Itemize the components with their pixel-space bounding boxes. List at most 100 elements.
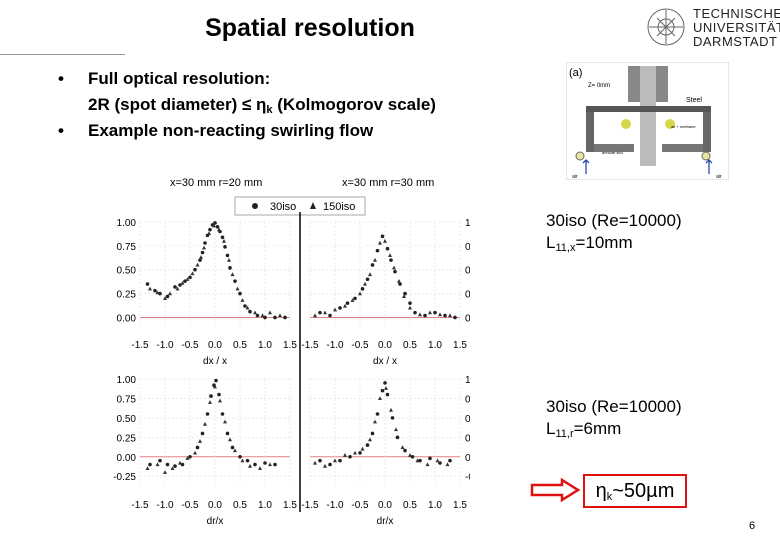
data-point-30iso: [158, 458, 162, 463]
x-tick-label: -1.5: [301, 500, 319, 511]
legend-label: 150iso: [323, 201, 355, 213]
x-tick-label: -1.0: [156, 500, 174, 511]
y-tick-label: 0.25: [117, 433, 137, 444]
data-point-150iso: [203, 421, 207, 426]
data-point-150iso: [217, 227, 221, 232]
data-point-30iso: [358, 451, 362, 455]
data-point-30iso: [165, 294, 170, 299]
data-point-150iso: [350, 298, 355, 302]
y-tick-label: 0.75: [117, 394, 137, 405]
data-point-30iso: [180, 462, 185, 467]
data-point-150iso: [185, 277, 190, 281]
y-tick-label: 0.50: [465, 414, 470, 425]
data-point-30iso: [328, 313, 332, 318]
data-point-30iso: [195, 445, 200, 450]
data-point-30iso: [453, 315, 457, 320]
data-point-150iso: [193, 450, 197, 455]
data-point-30iso: [393, 269, 397, 274]
bullet-icon: •: [58, 69, 64, 88]
data-point-150iso: [323, 463, 327, 468]
y-tick-label: 0.50: [117, 414, 137, 425]
x-tick-label: 1.5: [283, 500, 297, 511]
data-point-150iso: [333, 307, 337, 312]
data-point-30iso: [433, 310, 437, 315]
data-point-30iso: [338, 306, 342, 310]
data-point-150iso: [384, 386, 388, 390]
data-point-30iso: [188, 275, 192, 280]
data-point-150iso: [448, 313, 452, 318]
data-point-30iso: [193, 267, 197, 272]
data-point-150iso: [208, 400, 212, 404]
data-point-30iso: [390, 416, 395, 420]
data-point-150iso: [373, 419, 377, 424]
data-point-150iso: [360, 446, 365, 451]
data-point-30iso: [385, 246, 390, 251]
data-point-150iso: [258, 466, 262, 471]
legend-marker-150iso: [310, 202, 316, 209]
university-line: UNIVERSITÄT: [693, 20, 780, 35]
x-tick-label: -0.5: [351, 500, 369, 511]
data-point-150iso: [278, 313, 282, 318]
data-point-150iso: [207, 231, 211, 236]
y-tick-label: 0.00: [117, 313, 137, 324]
data-point-150iso: [168, 291, 172, 296]
plate-right: [662, 144, 703, 152]
data-point-150iso: [223, 419, 227, 424]
data-point-150iso: [378, 240, 382, 245]
x-axis-label: dx / x: [373, 356, 397, 367]
data-point-30iso: [365, 277, 370, 282]
data-point-30iso: [375, 248, 380, 253]
x-tick-label: -1.5: [301, 340, 319, 351]
data-point-30iso: [443, 313, 447, 318]
university-line: TECHNISCHE: [693, 6, 780, 21]
data-point-150iso: [383, 238, 387, 243]
data-point-30iso: [328, 462, 332, 467]
x-tick-label: 1.0: [258, 500, 272, 511]
x-tick-label: 0.5: [233, 340, 247, 351]
data-point-30iso: [148, 462, 152, 467]
university-name: TECHNISCHE UNIVERSITÄT DARMSTADT: [693, 7, 780, 49]
data-point-150iso: [323, 310, 327, 315]
data-point-30iso: [145, 282, 150, 286]
data-point-30iso: [198, 258, 202, 262]
data-point-30iso: [200, 431, 205, 436]
university-line: DARMSTADT: [693, 34, 778, 49]
y-tick-label: 1.00: [465, 375, 470, 386]
x-tick-label: -1.0: [326, 500, 344, 511]
data-point-150iso: [213, 384, 217, 389]
y-tick-label: 1.00: [465, 218, 470, 229]
annotation-row2: 30iso (Re=10000) L11,r=6mm: [546, 396, 682, 445]
y-axis-label: ρ11,x [-]: [110, 257, 111, 293]
data-point-30iso: [253, 462, 257, 467]
inlet-right-icon: [701, 151, 711, 161]
data-point-150iso: [227, 257, 231, 262]
slide-title: Spatial resolution: [205, 14, 415, 42]
x-tick-label: 1.5: [283, 340, 297, 351]
data-point-150iso: [368, 272, 372, 277]
length-subscript: 11,r: [555, 428, 574, 440]
annotation-row1: 30iso (Re=10000) L11,x=10mm: [546, 210, 682, 259]
data-point-150iso: [178, 460, 182, 465]
y-tick-label: 0.75: [117, 242, 137, 253]
x-tick-label: 1.5: [453, 500, 467, 511]
data-point-150iso: [268, 462, 272, 467]
data-point-150iso: [170, 466, 175, 471]
x-tick-label: 0.0: [208, 500, 222, 511]
data-point-150iso: [245, 305, 250, 310]
x-tick-label: -1.0: [156, 340, 174, 351]
data-point-150iso: [163, 470, 167, 474]
data-point-150iso: [218, 398, 222, 403]
bullet-icon: •: [58, 121, 64, 140]
bullet-text: Full optical resolution:: [88, 69, 271, 88]
data-point-150iso: [235, 286, 240, 291]
x-tick-label: 0.0: [208, 340, 222, 351]
data-point-30iso: [380, 234, 385, 239]
data-point-30iso: [353, 296, 357, 301]
data-point-150iso: [388, 253, 392, 258]
data-point-30iso: [233, 279, 237, 283]
data-point-30iso: [200, 250, 205, 255]
air-arrow-right-icon: [705, 159, 713, 174]
data-point-30iso: [348, 454, 352, 459]
swirler-right-icon: [665, 119, 675, 129]
inlet-left-icon: [575, 151, 585, 161]
